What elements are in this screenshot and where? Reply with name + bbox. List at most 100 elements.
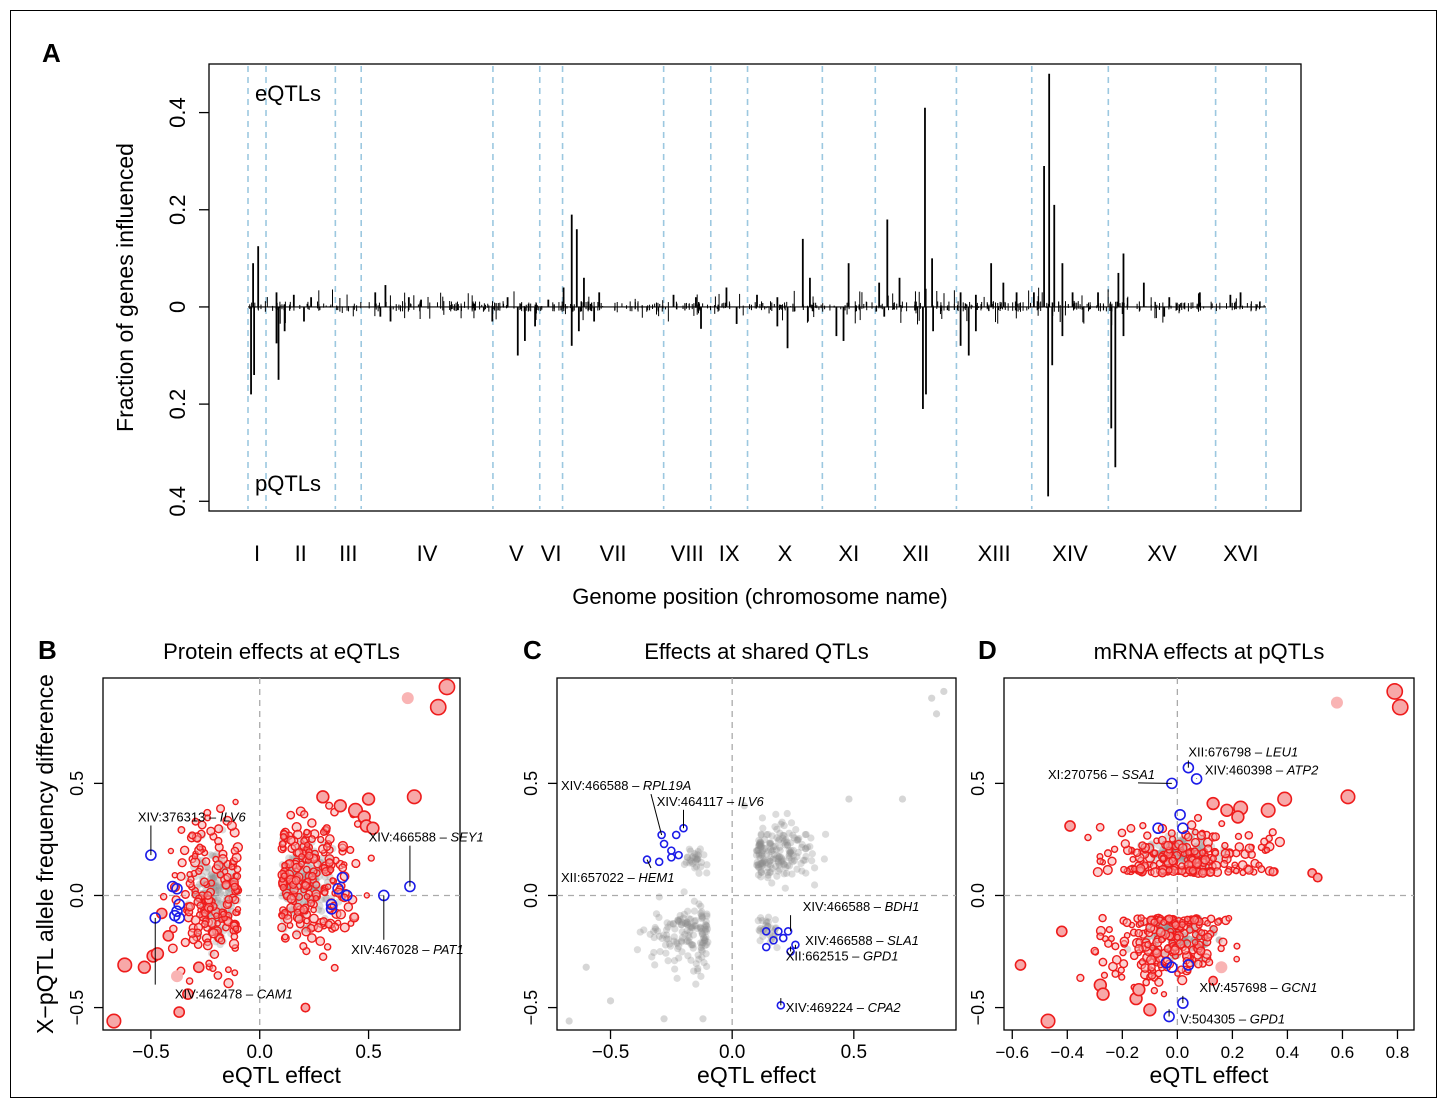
blue-point [336, 871, 349, 884]
annotation-locus: XIV:464117 – [657, 794, 738, 809]
grey-point [821, 830, 830, 838]
red-point [280, 872, 288, 880]
grey-point [682, 937, 691, 946]
x-tick-label: −0.5 [132, 1042, 170, 1063]
grey-point [762, 831, 771, 839]
grey-point [766, 839, 774, 847]
blue-point [341, 889, 353, 902]
red-point [1098, 957, 1108, 967]
grey-point [789, 846, 797, 854]
blue-point [1177, 822, 1189, 835]
annotation-locus: XIV:467028 – [351, 942, 433, 957]
red-point [220, 910, 227, 918]
red-point [1076, 973, 1085, 983]
grey-point [754, 847, 762, 855]
red-point [1200, 854, 1211, 865]
grey-point [687, 924, 695, 932]
grey-point [789, 831, 797, 839]
grey-point [795, 834, 803, 843]
blue-point [667, 853, 676, 862]
grey-point [678, 928, 686, 936]
grey-point [671, 965, 679, 973]
grey-point [691, 917, 699, 925]
annotation-locus: XIV:466588 – [803, 899, 885, 914]
red-point [1193, 959, 1203, 969]
grey-point [777, 853, 785, 861]
grey-point [807, 834, 815, 842]
grey-point [703, 922, 711, 930]
grey-point [697, 943, 705, 952]
annotation-gene: HEM1 [638, 870, 674, 885]
red-point [346, 845, 355, 855]
grey-point [752, 847, 761, 855]
red-point [209, 949, 220, 960]
red-point [339, 922, 350, 933]
annotation-label: XI:270756 – SSA1 [1048, 767, 1155, 782]
red-point-large [1386, 683, 1404, 700]
red-point [307, 835, 316, 844]
red-point [180, 889, 190, 899]
red-point [1117, 828, 1127, 838]
annotation-gene: LEU1 [1266, 744, 1299, 759]
grey-point [659, 931, 668, 939]
y-tick-label-a: 0.2 [165, 389, 190, 420]
blue-point [173, 912, 185, 924]
red-point [1102, 864, 1113, 876]
red-point [206, 826, 216, 836]
red-point [1203, 844, 1213, 853]
grey-point [781, 884, 789, 892]
red-point [1185, 926, 1194, 934]
annotation-locus: XII:676798 – [1188, 744, 1265, 759]
grey-point [776, 843, 784, 851]
grey-point [760, 845, 768, 853]
red-point [363, 892, 371, 899]
grey-point [677, 938, 686, 946]
red-point [1137, 914, 1145, 922]
grey-point [758, 848, 766, 856]
plot-area [556, 677, 957, 1031]
grey-point [690, 967, 698, 975]
red-point [1174, 970, 1181, 977]
panel-label-a: A [42, 38, 61, 68]
grey-point [780, 870, 788, 878]
red-point [1205, 958, 1214, 967]
grey-point [786, 848, 794, 856]
grey-point [756, 841, 764, 849]
red-point [1189, 915, 1200, 925]
red-point [1268, 867, 1278, 877]
red-point [1107, 856, 1117, 866]
grey-point [898, 795, 907, 803]
annotation-label: XIV:464117 – ILV6 [657, 794, 765, 809]
grey-point [767, 847, 776, 856]
grey-point [687, 941, 695, 949]
grey-point [684, 921, 692, 929]
red-point-large [1220, 803, 1234, 817]
red-point [301, 881, 311, 890]
grey-point [794, 836, 802, 844]
grey-point [675, 942, 683, 951]
red-point [1149, 944, 1156, 952]
grey-point [690, 907, 699, 915]
grey-point [780, 860, 788, 868]
grey-point [606, 997, 615, 1005]
red-point [212, 912, 220, 920]
chromosome-label: XVI [1223, 541, 1258, 566]
annotation-locus: XII:657022 – [561, 870, 638, 885]
grey-point [696, 845, 704, 853]
red-point-large [1014, 959, 1027, 971]
grey-point [784, 861, 792, 870]
grey-point [670, 933, 678, 941]
grey-point [755, 860, 763, 869]
x-tick-label: −0.5 [592, 1042, 630, 1063]
red-point [1135, 863, 1146, 874]
grey-point [694, 851, 703, 859]
red-point [1197, 867, 1208, 878]
grey-point [772, 855, 780, 863]
grey-point [678, 918, 686, 926]
grey-point [685, 845, 693, 853]
red-point-large [316, 790, 330, 804]
red-point [1218, 820, 1226, 828]
grey-point [787, 849, 795, 858]
